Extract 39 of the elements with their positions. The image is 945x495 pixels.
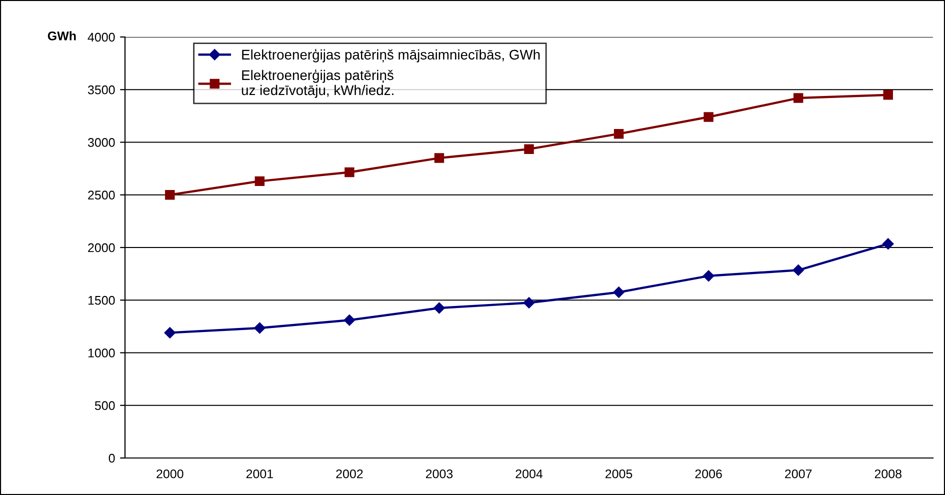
legend-label: Elektroenerģijas patēriņš uz iedzīvotāju, kWh/iedz. [242, 69, 394, 98]
x-tick-label: 2008 [874, 469, 902, 478]
y-tick-label: 1000 [88, 348, 115, 358]
point [344, 314, 356, 326]
point [613, 286, 624, 298]
y-tick-label: 2000 [88, 243, 115, 252]
point [164, 327, 176, 338]
point [434, 153, 444, 163]
point [434, 302, 445, 314]
x-tick-label: 2000 [156, 469, 184, 478]
x-tick-label: 2007 [785, 469, 812, 478]
y-tick-label: 500 [94, 401, 115, 410]
x-tick-label: 2003 [426, 469, 453, 478]
y-tick-label: 2500 [88, 190, 115, 200]
y-tick-label: 3000 [88, 138, 115, 147]
y-tick-label: 3500 [88, 85, 115, 94]
x-tick-label: 2001 [246, 469, 273, 478]
y-axis-title: GWh [48, 31, 76, 40]
point [883, 90, 893, 100]
x-tick-label: 2005 [606, 469, 632, 478]
x-tick-label: 2004 [516, 469, 543, 478]
y-tick-label: 1500 [88, 296, 115, 305]
point [254, 176, 265, 186]
point [524, 144, 534, 154]
point [792, 264, 804, 276]
point [614, 128, 624, 139]
point [882, 238, 894, 250]
point [254, 322, 266, 334]
point [344, 167, 354, 178]
point [523, 297, 535, 308]
point [165, 190, 175, 200]
y-tick-label: 0 [108, 454, 115, 463]
legend-label: Elektroenerģijas patēriņš mājsaimniecībās, GWh [242, 48, 540, 62]
y-tick-label: 4000 [88, 32, 115, 42]
x-tick-label: 2002 [336, 469, 363, 478]
point [704, 112, 714, 122]
point [702, 270, 714, 282]
x-tick-label: 2006 [695, 469, 722, 478]
point [793, 93, 804, 103]
